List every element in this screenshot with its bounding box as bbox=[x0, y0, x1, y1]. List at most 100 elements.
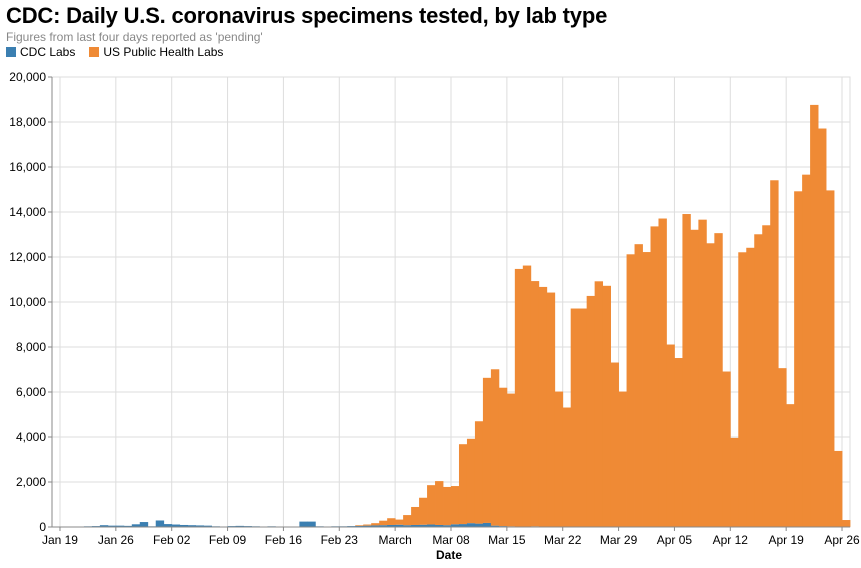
chart-subtitle: Figures from last four days reported as … bbox=[6, 30, 263, 44]
bar-cdc-labs bbox=[451, 524, 460, 527]
bar-public-health-labs bbox=[403, 515, 412, 526]
bar-public-health-labs bbox=[538, 286, 548, 527]
bar-public-health-labs bbox=[650, 226, 659, 527]
x-tick-label: Apr 19 bbox=[768, 533, 804, 547]
bar-public-health-labs bbox=[514, 268, 524, 527]
bar-public-health-labs bbox=[682, 214, 691, 527]
x-tick-label: Feb 02 bbox=[153, 533, 191, 547]
bar-cdc-labs bbox=[474, 523, 484, 527]
bar-cdc-labs bbox=[155, 520, 165, 527]
bar-public-health-labs bbox=[435, 481, 444, 525]
bar-public-health-labs bbox=[746, 247, 755, 527]
bar-public-health-labs bbox=[810, 104, 819, 527]
legend: CDC Labs US Public Health Labs bbox=[6, 45, 223, 59]
x-tick-label: Apr 26 bbox=[824, 533, 860, 547]
bar-cdc-labs bbox=[195, 525, 205, 527]
y-tick-label: 8,000 bbox=[16, 340, 46, 354]
bar-public-health-labs bbox=[522, 265, 532, 527]
bar-public-health-labs bbox=[371, 523, 380, 526]
bar-public-health-labs bbox=[698, 219, 707, 527]
bar-public-health-labs bbox=[778, 368, 787, 527]
bar-cdc-labs bbox=[379, 525, 388, 527]
bar-public-health-labs bbox=[842, 520, 851, 527]
x-tick-label: Jan 26 bbox=[98, 533, 134, 547]
y-tick-label: 14,000 bbox=[9, 205, 46, 219]
bar-cdc-labs bbox=[427, 524, 436, 527]
bar-public-health-labs bbox=[379, 520, 388, 526]
y-tick-label: 12,000 bbox=[9, 250, 46, 264]
bar-public-health-labs bbox=[554, 391, 564, 527]
y-tick-label: 20,000 bbox=[9, 70, 46, 84]
x-tick-label: March bbox=[378, 533, 411, 547]
x-tick-label: Mar 29 bbox=[600, 533, 638, 547]
bar-public-health-labs bbox=[427, 485, 436, 525]
bar-public-health-labs bbox=[578, 308, 588, 527]
bar-public-health-labs bbox=[482, 377, 492, 523]
bar-cdc-labs bbox=[123, 525, 133, 527]
y-tick-label: 16,000 bbox=[9, 160, 46, 174]
bar-public-health-labs bbox=[355, 525, 364, 526]
bar-cdc-labs bbox=[107, 525, 117, 527]
bar-public-health-labs bbox=[642, 252, 651, 527]
x-axis-title: Date bbox=[436, 548, 462, 562]
x-tick-label: Mar 22 bbox=[544, 533, 582, 547]
bar-public-health-labs bbox=[666, 344, 675, 527]
y-tick-label: 4,000 bbox=[16, 430, 46, 444]
bar-public-health-labs bbox=[722, 371, 731, 527]
bar-cdc-labs bbox=[203, 525, 212, 527]
y-tick-label: 6,000 bbox=[16, 385, 46, 399]
bar-cdc-labs bbox=[371, 525, 380, 527]
bar-cdc-labs bbox=[458, 524, 468, 527]
bar-public-health-labs bbox=[794, 191, 803, 527]
legend-label-cdc: CDC Labs bbox=[20, 45, 76, 59]
bar-public-health-labs bbox=[411, 506, 420, 525]
bar-cdc-labs bbox=[435, 524, 444, 527]
bar-public-health-labs bbox=[363, 524, 372, 526]
bar-public-health-labs bbox=[618, 391, 627, 527]
bar-public-health-labs bbox=[451, 486, 460, 525]
bar-public-health-labs bbox=[738, 252, 747, 527]
bar-public-health-labs bbox=[530, 281, 540, 527]
bar-public-health-labs bbox=[634, 244, 643, 527]
bar-cdc-labs bbox=[355, 525, 364, 527]
bar-public-health-labs bbox=[754, 234, 763, 527]
y-tick-label: 18,000 bbox=[9, 115, 46, 129]
y-tick-label: 0 bbox=[39, 520, 46, 534]
bar-public-health-labs bbox=[818, 128, 827, 527]
bar-cdc-labs bbox=[490, 525, 500, 527]
bar-public-health-labs bbox=[714, 233, 723, 527]
bars bbox=[52, 104, 851, 527]
bar-public-health-labs bbox=[490, 369, 500, 526]
bar-public-health-labs bbox=[802, 174, 811, 527]
bar-public-health-labs bbox=[458, 444, 468, 525]
x-tick-label: Mar 08 bbox=[432, 533, 470, 547]
bar-cdc-labs bbox=[387, 524, 396, 527]
bar-public-health-labs bbox=[562, 407, 572, 527]
x-tick-label: Apr 12 bbox=[713, 533, 749, 547]
axes: 0 2,000 4,000 6,000 8,000 10,000 12,000 14,000 1… bbox=[9, 70, 860, 547]
bar-public-health-labs bbox=[546, 292, 556, 527]
legend-label-phl: US Public Health Labs bbox=[103, 45, 224, 59]
x-tick-label: Feb 16 bbox=[265, 533, 303, 547]
bar-public-health-labs bbox=[626, 254, 635, 527]
bar-public-health-labs bbox=[762, 225, 771, 527]
x-tick-label: Apr 05 bbox=[657, 533, 693, 547]
legend-item-cdc: CDC Labs bbox=[6, 45, 75, 59]
x-tick-label: Feb 23 bbox=[321, 533, 359, 547]
bar-public-health-labs bbox=[474, 421, 484, 524]
bar-public-health-labs bbox=[498, 387, 508, 527]
y-tick-label: 10,000 bbox=[9, 295, 46, 309]
bar-public-health-labs bbox=[570, 308, 580, 527]
bar-cdc-labs bbox=[131, 524, 141, 527]
bar-public-health-labs bbox=[395, 519, 404, 525]
bar-cdc-labs bbox=[307, 521, 316, 527]
bar-cdc-labs bbox=[466, 523, 476, 527]
bar-public-health-labs bbox=[586, 295, 596, 527]
bar-cdc-labs bbox=[363, 525, 372, 527]
bar-cdc-labs bbox=[115, 525, 125, 527]
bar-public-health-labs bbox=[658, 218, 667, 527]
bar-public-health-labs bbox=[826, 190, 835, 527]
chart-title: CDC: Daily U.S. coronavirus specimens te… bbox=[6, 3, 608, 28]
bar-public-health-labs bbox=[730, 437, 739, 527]
